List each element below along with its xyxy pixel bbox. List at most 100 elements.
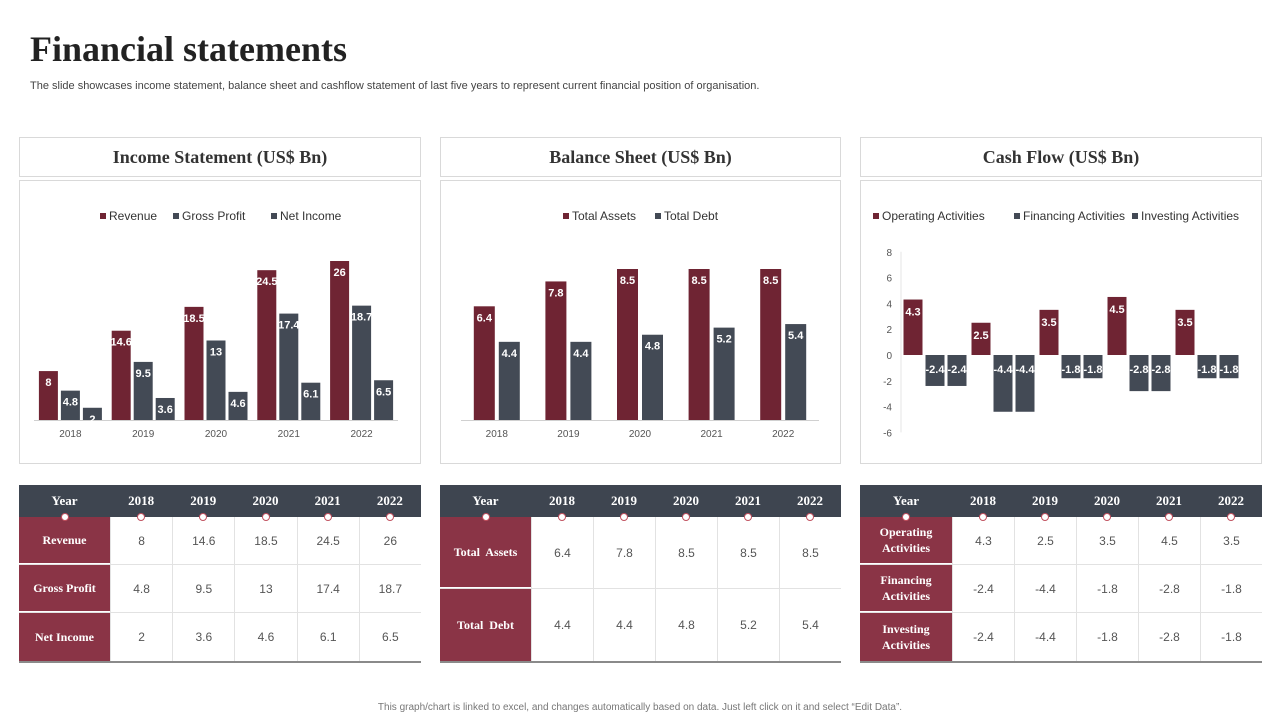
cashflow-legend-investing-activities: Investing Activities <box>1141 209 1239 223</box>
cashflow-bar-operating-activities-2020 <box>1039 309 1059 355</box>
balance-bar-total-assets-2018 <box>473 306 495 420</box>
income-cell-gross-profit-2022: 18.7 <box>358 565 421 612</box>
income-header-2019: 2019 <box>190 493 217 508</box>
income-header-marker <box>323 513 332 521</box>
cashflow-data-label-financing-activities-2019: -4.4 <box>994 364 1014 376</box>
income-data-label-net-income-2021: 6.1 <box>303 389 318 401</box>
income-bar-net-income-2022 <box>374 380 394 420</box>
balance-data-label-total-debt-2019: 4.4 <box>573 348 589 360</box>
income-data-label-net-income-2020: 4.6 <box>230 398 245 410</box>
income-bar-gross-profit-2019 <box>133 361 153 420</box>
income-cell-net-income-2018: 2 <box>110 613 172 661</box>
income-x-tick-2021: 2021 <box>278 429 301 440</box>
income-table-body: Revenue 8 14.6 18.5 24.5 26 Gross Profit 4.8 9.5… <box>19 517 421 663</box>
cashflow-legend-swatch-investing-activities <box>1132 213 1138 219</box>
cashflow-cell-investing-activities-2022: -1.8 <box>1200 613 1262 661</box>
cashflow-bar-operating-activities-2019 <box>971 322 991 355</box>
balance-bar-total-debt-2020 <box>642 334 663 420</box>
cashflow-data-label-investing-activities-2022: -1.8 <box>1220 364 1239 376</box>
income-cell-net-income-2022: 6.5 <box>358 613 421 661</box>
cashflow-row-label-financing-activities: Financing Activities <box>860 565 952 612</box>
income-cell-gross-profit-2019: 9.5 <box>172 565 234 612</box>
cashflow-data-label-financing-activities-2022: -1.8 <box>1198 364 1217 376</box>
table-row: Financing Activities -2.4 -4.4 -1.8 -2.8 -1.8 <box>860 565 1262 613</box>
income-data-label-gross-profit-2020: 13 <box>210 347 222 359</box>
cashflow-table-header: Year 2018 2019 2020 2021 2022 <box>860 485 1262 517</box>
cashflow-cell-financing-activities-2019: -4.4 <box>1014 565 1076 612</box>
income-cell-gross-profit-2020: 13 <box>234 565 296 612</box>
cash-flow-table: Year 2018 2019 2020 2021 2022 Operating Activi… <box>860 485 1262 663</box>
cashflow-data-label-operating-activities-2021: 4.5 <box>1109 304 1124 316</box>
balance-data-label-total-assets-2019: 7.8 <box>548 287 563 299</box>
balance-legend-total-debt: Total Debt <box>664 209 719 223</box>
cashflow-table-body: Operating Activities 4.3 2.5 3.5 4.5 3.5 Finan… <box>860 517 1262 663</box>
cashflow-header-marker <box>902 513 910 521</box>
balance-table-body: Total Assets 6.4 7.8 8.5 8.5 8.5 Total Debt 4.4… <box>440 517 841 663</box>
balance-header-2021: 2021 <box>735 493 761 508</box>
cashflow-bar-financing-activities-2020 <box>1061 355 1081 379</box>
income-bar-net-income-2018 <box>82 407 102 420</box>
income-data-label-gross-profit-2018: 4.8 <box>63 397 78 409</box>
income-cell-gross-profit-2021: 17.4 <box>296 565 359 612</box>
income-cell-gross-profit-2018: 4.8 <box>110 565 172 612</box>
balance-bar-total-debt-2018 <box>498 341 520 420</box>
balance-x-tick-2019: 2019 <box>557 429 580 440</box>
income-data-label-revenue-2018: 8 <box>45 377 51 389</box>
income-data-label-revenue-2021: 24.5 <box>256 276 277 288</box>
balance-sheet-table: Year 2018 2019 2020 2021 2022 Total Assets 6.4 7… <box>440 485 841 663</box>
balance-cell-total-assets-2020: 8.5 <box>655 517 717 588</box>
cashflow-bar-investing-activities-2022 <box>1219 355 1239 379</box>
balance-header-marker <box>744 513 752 521</box>
cashflow-row-label-investing-activities: Investing Activities <box>860 613 952 661</box>
cashflow-bar-investing-activities-2020 <box>1083 355 1103 379</box>
income-data-label-net-income-2019: 3.6 <box>158 404 173 416</box>
balance-cell-total-assets-2018: 6.4 <box>531 517 593 588</box>
balance-data-label-total-debt-2018: 4.4 <box>502 348 518 360</box>
balance-header-2018: 2018 <box>549 493 575 508</box>
page-title: Financial statements <box>30 29 347 69</box>
cashflow-cell-investing-activities-2018: -2.4 <box>952 613 1014 661</box>
cashflow-data-label-financing-activities-2020: -1.8 <box>1062 364 1081 376</box>
income-row-label-gross-profit: Gross Profit <box>19 565 110 612</box>
income-row-label-revenue: Revenue <box>19 517 110 564</box>
cashflow-legend-swatch-financing-activities <box>1014 213 1020 219</box>
income-bar-net-income-2019 <box>155 397 175 420</box>
cashflow-bar-financing-activities-2018 <box>925 355 945 386</box>
income-header-2018: 2018 <box>128 493 155 508</box>
income-statement-chart: Revenue Gross Profit Net Income 8 4.8 2 2018 14… <box>19 180 421 464</box>
income-bar-revenue-2020 <box>184 306 204 420</box>
income-header-marker <box>199 513 208 521</box>
income-x-tick-2020: 2020 <box>205 429 228 440</box>
income-legend-net-income: Net Income <box>280 209 342 223</box>
balance-header-marker <box>682 513 690 521</box>
income-statement-svg: Revenue Gross Profit Net Income 8 4.8 2 2018 14… <box>34 209 398 440</box>
income-header-2022: 2022 <box>376 493 403 508</box>
cashflow-cell-investing-activities-2019: -4.4 <box>1014 613 1076 661</box>
cashflow-data-label-operating-activities-2022: 3.5 <box>1177 317 1192 329</box>
income-statement-title: Income Statement (US$ Bn) <box>19 137 421 177</box>
balance-data-label-total-assets-2020: 8.5 <box>620 275 635 287</box>
balance-header-2022: 2022 <box>797 493 823 508</box>
balance-bar-total-assets-2019 <box>545 281 567 420</box>
cashflow-data-label-investing-activities-2021: -2.8 <box>1152 364 1171 376</box>
income-bar-gross-profit-2018 <box>60 390 80 420</box>
income-data-label-net-income-2022: 6.5 <box>376 386 391 398</box>
income-bar-gross-profit-2022 <box>352 305 372 420</box>
balance-cell-total-assets-2021: 8.5 <box>717 517 779 588</box>
table-row: Total Assets 6.4 7.8 8.5 8.5 8.5 <box>440 517 841 589</box>
table-row: Operating Activities 4.3 2.5 3.5 4.5 3.5 <box>860 517 1262 565</box>
table-row: Net Income 2 3.6 4.6 6.1 6.5 <box>19 613 421 661</box>
income-header-marker <box>385 513 394 521</box>
income-header-marker <box>261 513 270 521</box>
cashflow-header-marker <box>1041 513 1049 521</box>
footer-note: This graph/chart is linked to excel, and… <box>377 702 903 713</box>
balance-x-tick-2018: 2018 <box>486 429 509 440</box>
income-cell-net-income-2020: 4.6 <box>234 613 296 661</box>
balance-header-2019: 2019 <box>611 493 637 508</box>
cash-flow-svg: Operating Activities Financing Activities… <box>873 209 1239 439</box>
cashflow-bar-financing-activities-2022 <box>1197 355 1217 379</box>
balance-legend-total-assets: Total Assets <box>572 209 636 223</box>
cashflow-data-label-operating-activities-2019: 2.5 <box>973 330 988 342</box>
cashflow-bar-financing-activities-2021 <box>1129 355 1149 392</box>
income-x-tick-2019: 2019 <box>132 429 155 440</box>
